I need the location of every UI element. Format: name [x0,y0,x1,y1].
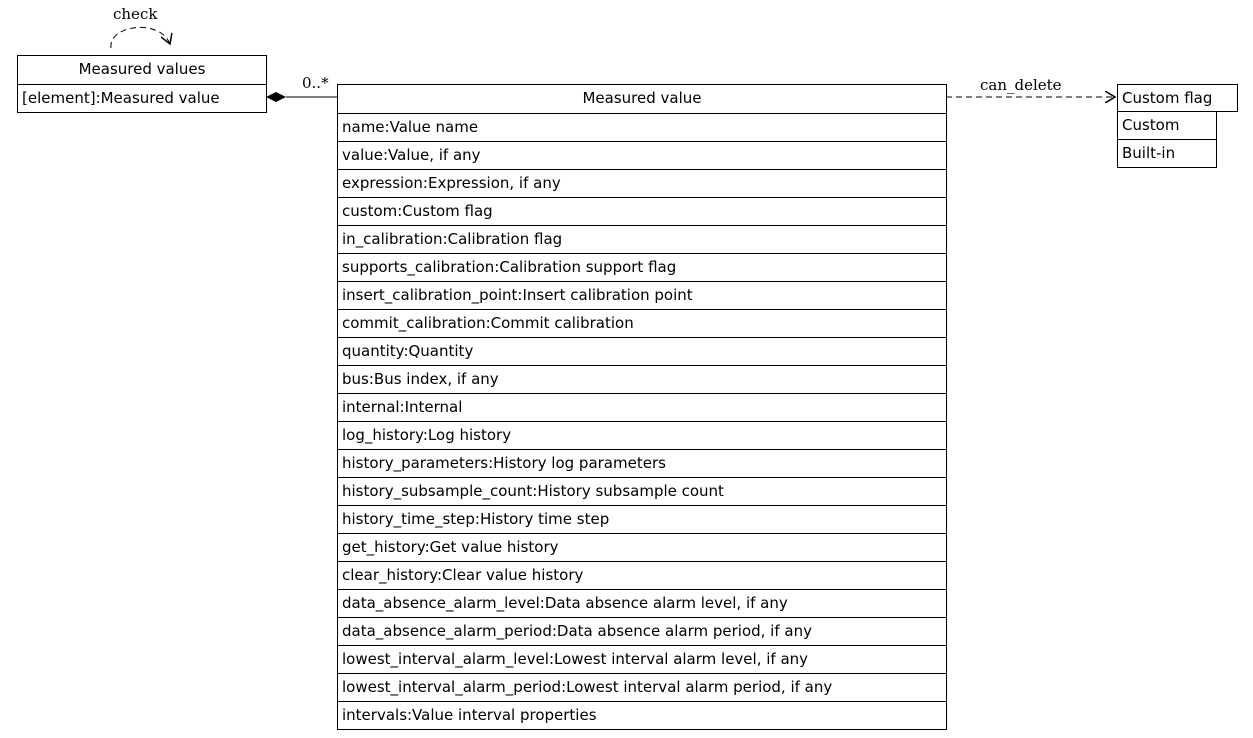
class-title: Measured values [78,60,206,78]
class-attribute: data_absence_alarm_level:Data absence al… [338,589,946,617]
enum-value: Built-in [1117,140,1217,168]
class-attribute: clear_history:Clear value history [338,561,946,589]
class-attribute: quantity:Quantity [338,337,946,365]
custom-flag-enum: Custom flag Custom Built-in [1117,84,1238,168]
class-attribute: supports_calibration:Calibration support… [338,253,946,281]
class-attribute: commit_calibration:Commit calibration [338,309,946,337]
class-attribute: custom:Custom flag [338,197,946,225]
multiplicity-label: 0..* [302,74,329,92]
class-attribute: data_absence_alarm_period:Data absence a… [338,617,946,645]
class-attribute: history_parameters:History log parameter… [338,449,946,477]
class-attribute: insert_calibration_point:Insert calibrat… [338,281,946,309]
class-title: Measured value [582,89,702,107]
class-attribute: intervals:Value interval properties [338,701,946,729]
class-attribute: value:Value, if any [338,141,946,169]
self-loop-check-edge [110,26,170,49]
enum-value: Custom [1117,112,1217,140]
self-loop-label: check [113,5,158,23]
composition-diamond-icon [266,92,286,102]
class-attribute: lowest_interval_alarm_period:Lowest inte… [338,673,946,701]
measured-value-class: Measured value name:Value name value:Valu… [337,84,947,730]
measured-values-class: Measured values [element]:Measured value [17,55,267,113]
class-attribute: log_history:Log history [338,421,946,449]
class-attribute: history_time_step:History time step [338,505,946,533]
class-attribute: [element]:Measured value [18,84,266,112]
class-attribute: expression:Expression, if any [338,169,946,197]
class-attribute: get_history:Get value history [338,533,946,561]
class-attribute: history_subsample_count:History subsampl… [338,477,946,505]
class-attribute: lowest_interval_alarm_level:Lowest inter… [338,645,946,673]
enum-title: Custom flag [1117,84,1238,112]
class-attribute: in_calibration:Calibration flag [338,225,946,253]
class-attribute: bus:Bus index, if any [338,365,946,393]
class-attribute: name:Value name [338,113,946,141]
dependency-label: can_delete [980,76,1062,94]
class-attribute: internal:Internal [338,393,946,421]
